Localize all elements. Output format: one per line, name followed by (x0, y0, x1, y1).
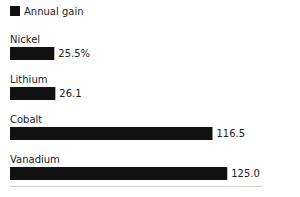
bar (10, 47, 54, 60)
bar (10, 127, 212, 140)
chart: Annual gain Nickel 25.5% Lithium 26.1 Cobalt 1… (0, 0, 300, 197)
labels: Nickel 25.5% Lithium 26.1 Cobalt 116.5 Vanadiu… (10, 34, 260, 179)
category-label: Nickel (10, 34, 40, 45)
category-label: Cobalt (10, 114, 42, 125)
data-label: 26.1 (59, 88, 81, 99)
x-axis-line (10, 186, 262, 187)
legend-label: Annual gain (24, 6, 84, 17)
category-label: Vanadium (10, 154, 60, 165)
bar (10, 87, 55, 100)
category-label: Lithium (10, 74, 47, 85)
chart-container: Annual gain Nickel 25.5% Lithium 26.1 Cobalt 1… (0, 0, 300, 197)
data-label: 125.0 (231, 168, 260, 179)
data-label: 25.5% (58, 48, 90, 59)
bars (10, 47, 227, 180)
data-label: 116.5 (216, 128, 245, 139)
legend: Annual gain (10, 6, 84, 17)
bar (10, 167, 227, 180)
legend-swatch (10, 6, 20, 16)
